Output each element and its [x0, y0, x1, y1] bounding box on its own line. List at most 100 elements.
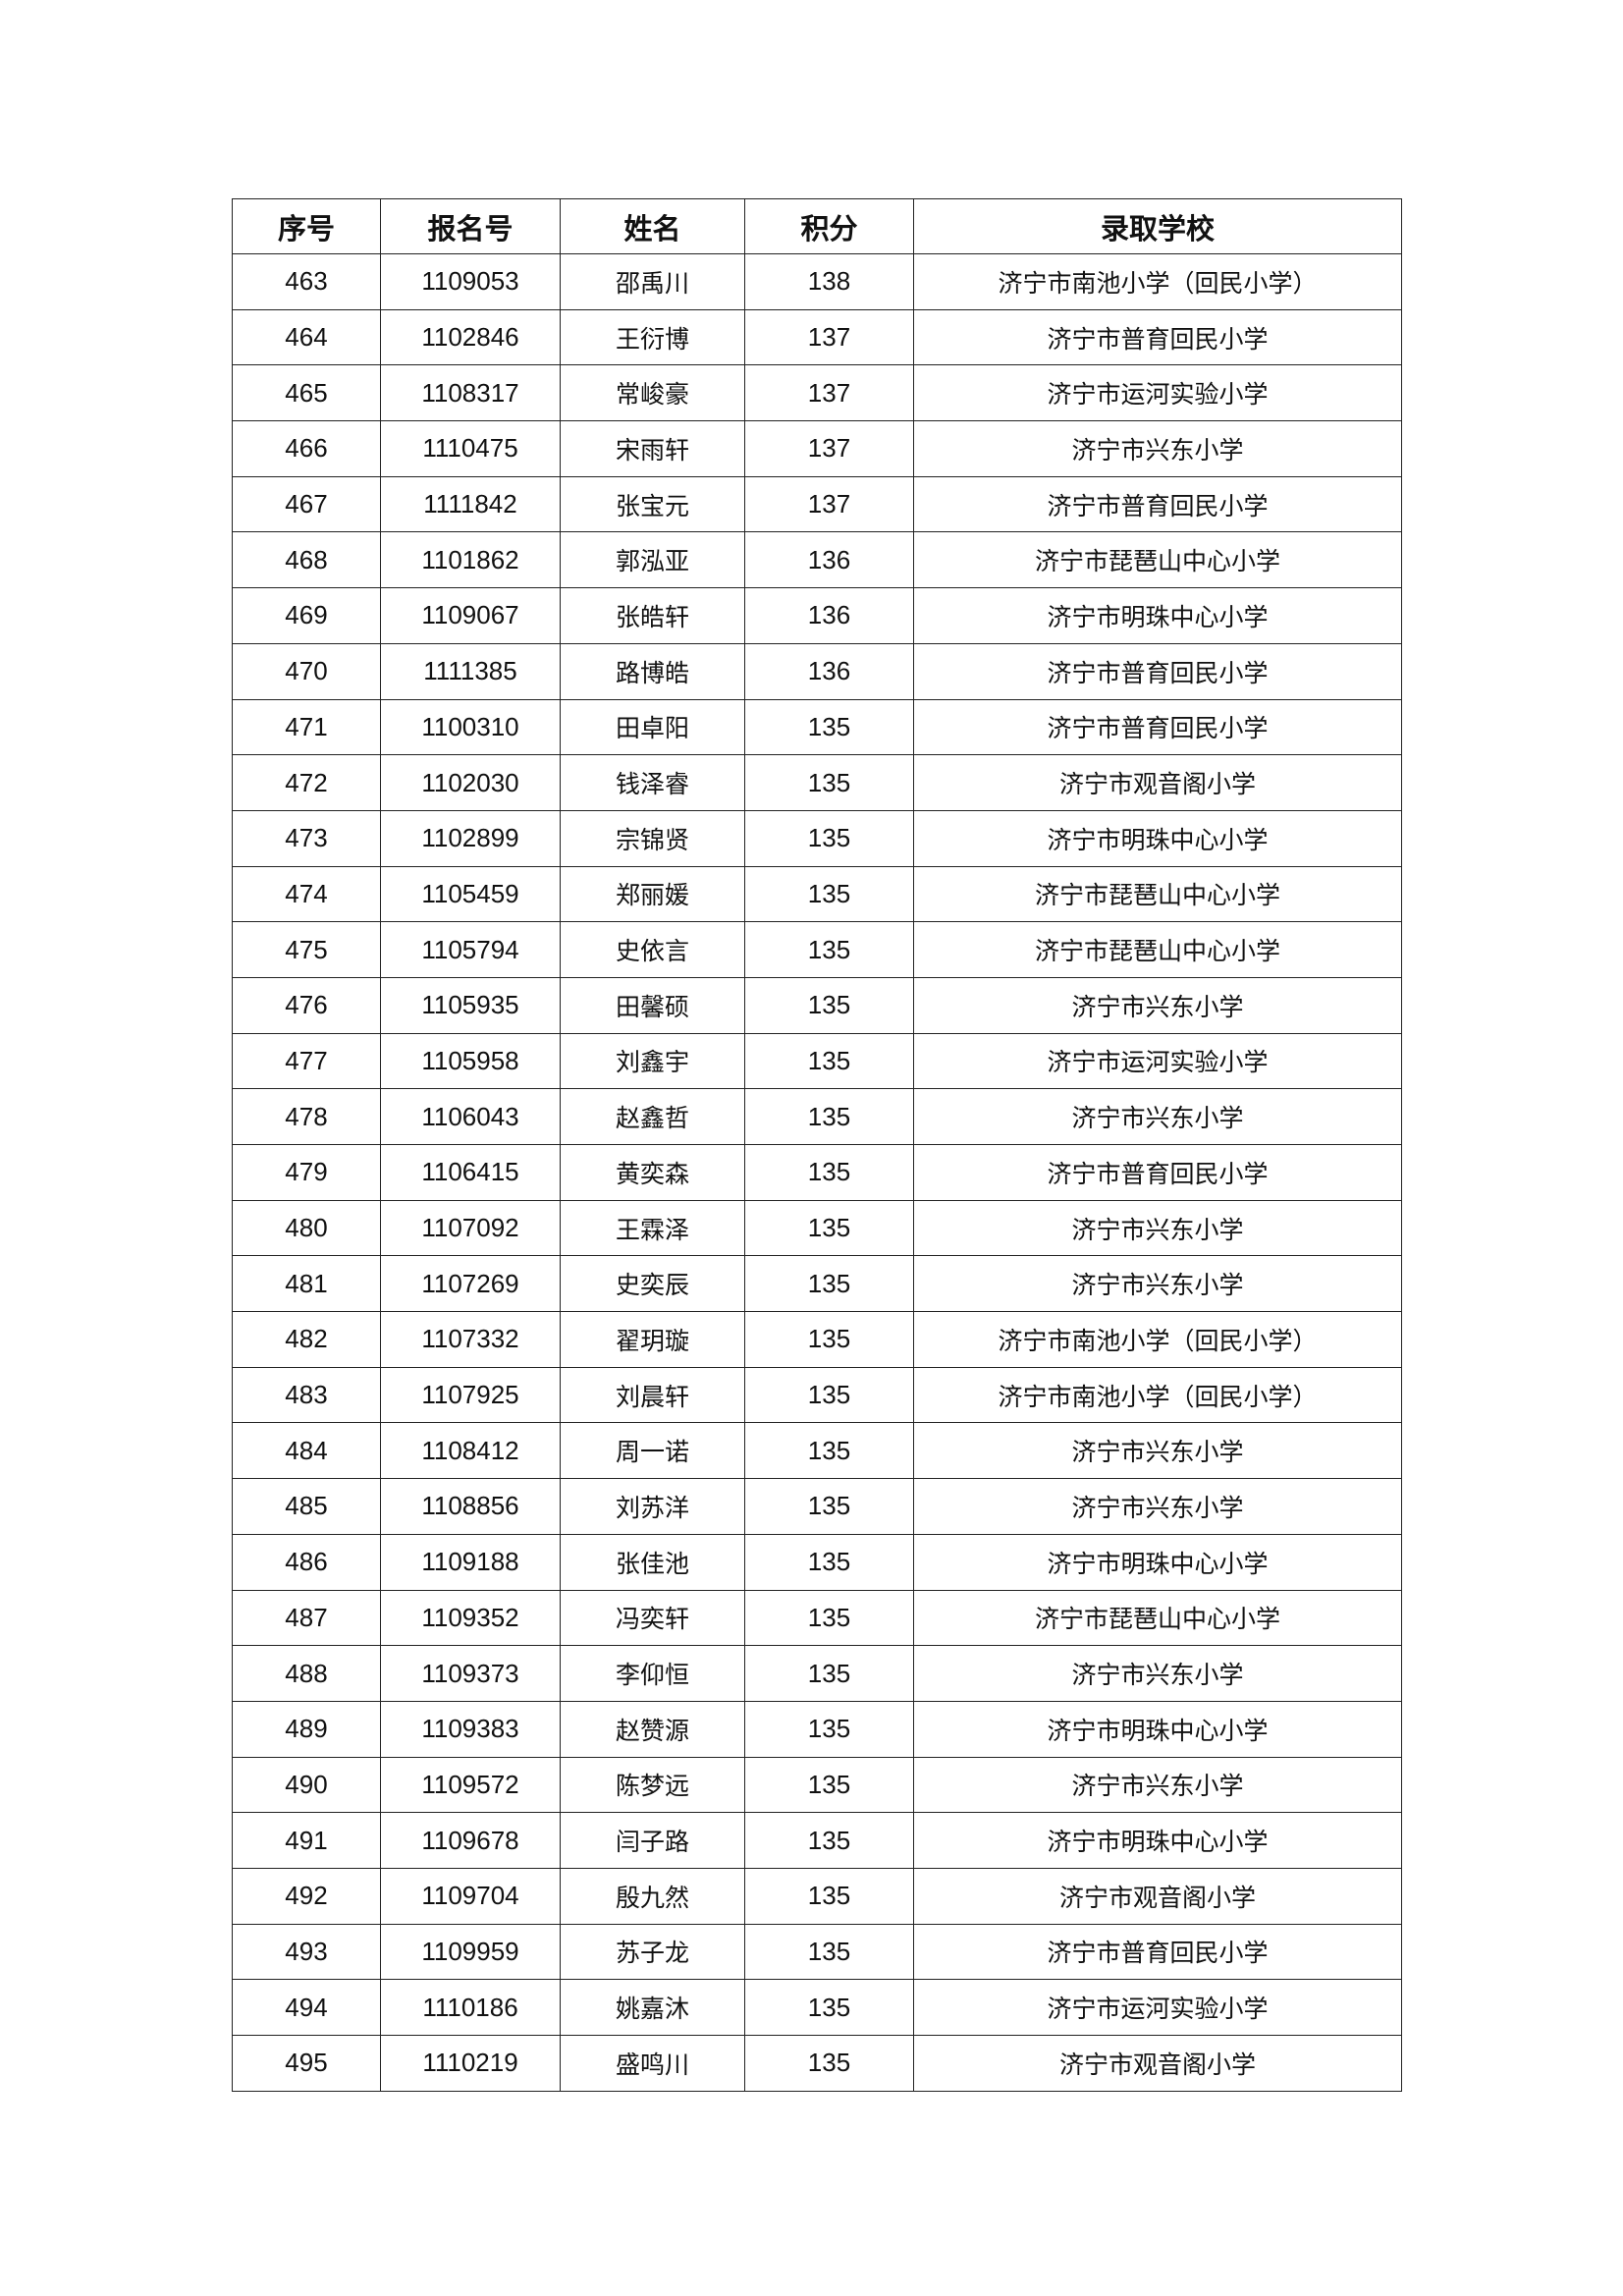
table-row: 489 1109383 赵赞源 135 济宁市明珠中心小学 — [232, 1700, 1402, 1758]
cell-serial: 487 — [232, 1589, 381, 1647]
cell-name: 郭泓亚 — [560, 531, 745, 589]
cell-score: 136 — [744, 642, 914, 700]
cell-name: 钱泽睿 — [560, 754, 745, 811]
cell-serial: 468 — [232, 531, 381, 589]
cell-score: 135 — [744, 1366, 914, 1424]
cell-school: 济宁市琵琶山中心小学 — [913, 531, 1402, 589]
cell-school: 济宁市南池小学（回民小学） — [913, 1311, 1402, 1368]
header-serial: 序号 — [232, 198, 381, 254]
cell-serial: 485 — [232, 1478, 381, 1535]
cell-name: 常峻豪 — [560, 364, 745, 422]
cell-school: 济宁市运河实验小学 — [913, 1032, 1402, 1090]
cell-serial: 467 — [232, 475, 381, 533]
cell-registration-no: 1109373 — [380, 1645, 561, 1702]
cell-serial: 466 — [232, 420, 381, 477]
cell-score: 135 — [744, 1700, 914, 1758]
cell-school: 济宁市兴东小学 — [913, 976, 1402, 1034]
cell-serial: 494 — [232, 1979, 381, 2036]
cell-score: 135 — [744, 921, 914, 978]
cell-school: 济宁市明珠中心小学 — [913, 1700, 1402, 1758]
cell-registration-no: 1107269 — [380, 1255, 561, 1313]
cell-name: 史奕辰 — [560, 1255, 745, 1313]
cell-school: 济宁市南池小学（回民小学） — [913, 1366, 1402, 1424]
cell-score: 135 — [744, 1032, 914, 1090]
cell-serial: 465 — [232, 364, 381, 422]
cell-name: 黄奕森 — [560, 1144, 745, 1201]
table-row: 481 1107269 史奕辰 135 济宁市兴东小学 — [232, 1255, 1402, 1313]
cell-name: 赵鑫哲 — [560, 1088, 745, 1145]
cell-school: 济宁市明珠中心小学 — [913, 1812, 1402, 1869]
admission-table: 序号 报名号 姓名 积分 录取学校 463 1109053 邵禹川 138 济宁市南池小… — [232, 198, 1402, 2092]
table-row: 471 1100310 田卓阳 135 济宁市普育回民小学 — [232, 698, 1402, 756]
cell-school: 济宁市兴东小学 — [913, 1255, 1402, 1313]
header-name: 姓名 — [560, 198, 745, 254]
table-row: 494 1110186 姚嘉沐 135 济宁市运河实验小学 — [232, 1979, 1402, 2036]
cell-serial: 482 — [232, 1311, 381, 1368]
cell-registration-no: 1105794 — [380, 921, 561, 978]
cell-name: 刘苏洋 — [560, 1478, 745, 1535]
cell-serial: 479 — [232, 1144, 381, 1201]
cell-name: 盛鸣川 — [560, 2035, 745, 2092]
cell-school: 济宁市观音阁小学 — [913, 754, 1402, 811]
cell-serial: 473 — [232, 809, 381, 867]
cell-name: 王衍博 — [560, 308, 745, 366]
table-row: 465 1108317 常峻豪 137 济宁市运河实验小学 — [232, 364, 1402, 422]
cell-name: 姚嘉沐 — [560, 1979, 745, 2036]
table-row: 484 1108412 周一诺 135 济宁市兴东小学 — [232, 1422, 1402, 1480]
cell-registration-no: 1108317 — [380, 364, 561, 422]
table-row: 474 1105459 郑丽媛 135 济宁市琵琶山中心小学 — [232, 865, 1402, 923]
cell-registration-no: 1105935 — [380, 976, 561, 1034]
cell-registration-no: 1101862 — [380, 531, 561, 589]
table-row: 482 1107332 翟玥璇 135 济宁市南池小学（回民小学） — [232, 1311, 1402, 1368]
cell-serial: 480 — [232, 1199, 381, 1257]
cell-score: 135 — [744, 1645, 914, 1702]
cell-registration-no: 1109053 — [380, 253, 561, 310]
cell-name: 赵赞源 — [560, 1700, 745, 1758]
cell-name: 冯奕轩 — [560, 1589, 745, 1647]
cell-registration-no: 1109678 — [380, 1812, 561, 1869]
cell-name: 闫子路 — [560, 1812, 745, 1869]
cell-name: 田卓阳 — [560, 698, 745, 756]
cell-school: 济宁市兴东小学 — [913, 1478, 1402, 1535]
cell-serial: 469 — [232, 587, 381, 644]
cell-serial: 492 — [232, 1867, 381, 1925]
table-row: 483 1107925 刘晨轩 135 济宁市南池小学（回民小学） — [232, 1366, 1402, 1424]
table-row: 493 1109959 苏子龙 135 济宁市普育回民小学 — [232, 1923, 1402, 1981]
cell-serial: 478 — [232, 1088, 381, 1145]
cell-school: 济宁市普育回民小学 — [913, 642, 1402, 700]
cell-score: 135 — [744, 1311, 914, 1368]
cell-score: 135 — [744, 1088, 914, 1145]
table-row: 491 1109678 闫子路 135 济宁市明珠中心小学 — [232, 1812, 1402, 1869]
cell-score: 135 — [744, 976, 914, 1034]
cell-name: 王霖泽 — [560, 1199, 745, 1257]
cell-score: 135 — [744, 1923, 914, 1981]
cell-name: 宋雨轩 — [560, 420, 745, 477]
cell-score: 135 — [744, 1867, 914, 1925]
cell-registration-no: 1105958 — [380, 1032, 561, 1090]
table-row: 486 1109188 张佳池 135 济宁市明珠中心小学 — [232, 1533, 1402, 1591]
table-row: 485 1108856 刘苏洋 135 济宁市兴东小学 — [232, 1478, 1402, 1535]
cell-score: 137 — [744, 308, 914, 366]
cell-registration-no: 1109383 — [380, 1700, 561, 1758]
cell-registration-no: 1102846 — [380, 308, 561, 366]
cell-school: 济宁市运河实验小学 — [913, 364, 1402, 422]
table-row: 490 1109572 陈梦远 135 济宁市兴东小学 — [232, 1756, 1402, 1814]
cell-score: 135 — [744, 754, 914, 811]
cell-serial: 475 — [232, 921, 381, 978]
cell-serial: 491 — [232, 1812, 381, 1869]
cell-registration-no: 1110475 — [380, 420, 561, 477]
cell-serial: 481 — [232, 1255, 381, 1313]
cell-school: 济宁市兴东小学 — [913, 1645, 1402, 1702]
cell-registration-no: 1102899 — [380, 809, 561, 867]
cell-registration-no: 1107092 — [380, 1199, 561, 1257]
cell-serial: 464 — [232, 308, 381, 366]
cell-serial: 470 — [232, 642, 381, 700]
cell-name: 邵禹川 — [560, 253, 745, 310]
cell-registration-no: 1105459 — [380, 865, 561, 923]
table-row: 480 1107092 王霖泽 135 济宁市兴东小学 — [232, 1199, 1402, 1257]
cell-registration-no: 1110186 — [380, 1979, 561, 2036]
cell-registration-no: 1102030 — [380, 754, 561, 811]
cell-registration-no: 1111842 — [380, 475, 561, 533]
cell-score: 135 — [744, 809, 914, 867]
cell-serial: 484 — [232, 1422, 381, 1480]
